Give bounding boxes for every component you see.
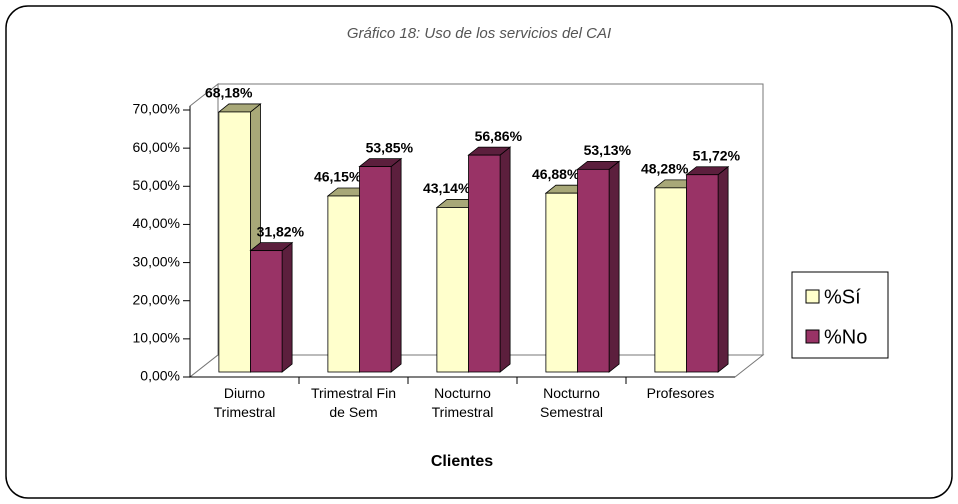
bar [359, 166, 392, 373]
value-label: 46,15% [314, 169, 362, 185]
bar [218, 111, 251, 373]
value-label: 53,85% [366, 139, 414, 155]
y-tick-label: 30,00% [133, 253, 180, 269]
legend-swatch [805, 289, 820, 304]
bar [327, 195, 360, 373]
legend-box [791, 271, 889, 359]
value-label: 53,13% [584, 142, 632, 158]
bar [468, 154, 501, 373]
value-label: 68,18% [205, 85, 253, 101]
x-tick-label: Trimestral Fin de Sem [310, 385, 397, 420]
y-tick-label: 50,00% [133, 177, 180, 193]
legend-label: %No [824, 326, 867, 348]
bar [577, 168, 610, 373]
y-tick-label: 60,00% [133, 139, 180, 155]
value-label: 31,82% [257, 223, 305, 239]
chart-title: Gráfico 18: Uso de los servicios del CAI [347, 25, 611, 42]
value-label: 43,14% [423, 180, 471, 196]
y-tick-label: 0,00% [140, 368, 180, 384]
bar-side [499, 146, 511, 373]
value-label: 56,86% [475, 128, 523, 144]
y-tick-label: 70,00% [133, 101, 180, 117]
x-tick-label: Diurno Trimestral [213, 385, 276, 420]
legend-label: %Sí [824, 286, 861, 308]
bar-side [608, 160, 620, 373]
y-tick-label: 40,00% [133, 215, 180, 231]
value-label: 46,88% [532, 166, 580, 182]
value-label: 48,28% [641, 161, 689, 177]
bar [686, 174, 719, 373]
y-tick-label: 10,00% [133, 330, 180, 346]
x-tick-label: Profesores [646, 385, 715, 401]
bar [250, 250, 283, 373]
legend-swatch [805, 329, 820, 344]
x-tick-label: Nocturno Semestral [539, 385, 604, 420]
side-wall [189, 82, 219, 379]
x-tick-label: Nocturno Trimestral [431, 385, 494, 420]
y-tick-label: 20,00% [133, 291, 180, 307]
bar-side [717, 165, 729, 373]
bar-side [281, 241, 293, 373]
value-label: 51,72% [693, 147, 741, 163]
x-axis-title: Clientes [431, 453, 493, 470]
bar-side [390, 157, 402, 373]
bar [436, 207, 469, 373]
bar [654, 187, 687, 373]
bar [545, 192, 578, 373]
